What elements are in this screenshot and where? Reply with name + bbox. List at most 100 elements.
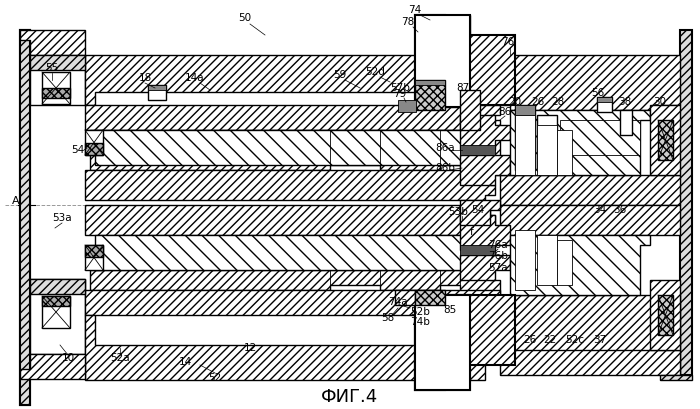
Bar [445,295,515,365]
Text: 59: 59 [333,70,346,80]
Bar [415,80,445,110]
Bar [20,30,30,405]
Polygon shape [500,350,680,375]
Bar [30,279,85,354]
Text: 57b: 57b [390,83,410,93]
Text: 78: 78 [401,17,414,27]
Bar [42,72,70,104]
Polygon shape [90,120,500,175]
Text: 52d: 52d [365,67,385,77]
Bar [415,290,445,305]
Polygon shape [20,30,30,405]
Bar [415,15,445,107]
Polygon shape [95,235,485,270]
Polygon shape [85,290,500,315]
Polygon shape [500,295,680,375]
Bar [557,240,572,285]
Bar [415,295,445,390]
Polygon shape [85,170,495,200]
Bar [515,105,535,115]
Bar [557,130,572,175]
Text: 76a: 76a [488,240,508,250]
Bar [415,80,445,85]
Bar [148,85,166,100]
Text: 52: 52 [209,373,222,383]
Bar [415,15,470,107]
Text: 50: 50 [239,13,251,23]
Polygon shape [500,205,680,235]
Bar [460,90,480,130]
Text: 12: 12 [244,343,257,353]
Bar [148,85,166,90]
Polygon shape [460,200,500,225]
Bar [415,295,470,390]
Bar [597,97,612,112]
Bar [42,296,70,306]
Text: 79: 79 [393,89,407,99]
Bar [658,295,673,335]
Polygon shape [85,55,500,105]
Text: 10: 10 [62,353,75,363]
Text: 37: 37 [594,335,607,345]
Text: 74: 74 [408,5,421,15]
Text: 58: 58 [382,313,395,323]
Text: f: f [470,227,474,237]
Polygon shape [90,270,500,295]
Polygon shape [395,290,415,305]
Polygon shape [460,115,510,150]
Polygon shape [85,105,500,130]
Text: 54: 54 [471,205,484,215]
Bar [537,235,557,285]
Bar [460,145,495,155]
Text: 53b: 53b [448,207,468,217]
Text: 26: 26 [524,335,537,345]
Bar [597,97,612,102]
Bar [515,115,535,175]
Text: 54: 54 [71,145,85,155]
Polygon shape [85,205,495,235]
Polygon shape [500,175,680,205]
Text: 28: 28 [552,97,565,107]
Polygon shape [510,235,650,295]
Polygon shape [460,255,510,280]
Polygon shape [460,155,510,185]
Bar [515,105,535,170]
Polygon shape [20,30,85,55]
Bar [415,295,470,390]
Bar [42,296,70,328]
Text: 52b: 52b [410,307,430,317]
Text: 56: 56 [592,88,605,98]
Polygon shape [85,315,500,380]
Bar [650,105,680,175]
Text: 20: 20 [508,97,522,107]
Polygon shape [510,110,650,175]
Bar [398,100,416,112]
Text: 76b: 76b [488,251,508,261]
Text: 86a: 86a [435,143,455,153]
Text: ФИГ.4: ФИГ.4 [321,388,379,406]
Bar [42,88,70,98]
Text: 87: 87 [456,83,470,93]
Bar [537,125,557,175]
Text: 30: 30 [653,97,666,107]
Text: 86b: 86b [435,163,455,173]
Bar [30,55,85,70]
Text: 57a: 57a [488,263,508,273]
Text: 34: 34 [594,205,607,215]
Bar [658,120,673,160]
Text: 55: 55 [46,63,59,73]
Polygon shape [20,354,85,379]
Bar [680,30,692,375]
Polygon shape [460,215,510,250]
Bar [537,115,557,170]
Text: 22: 22 [543,335,556,345]
Bar [30,55,85,105]
Text: 38: 38 [618,97,631,107]
Bar [85,245,103,257]
Bar [445,35,515,105]
Text: 14: 14 [178,357,192,367]
Text: 52c: 52c [566,335,584,345]
Text: 52a: 52a [110,353,130,363]
Polygon shape [560,120,640,155]
Text: 86: 86 [498,107,512,117]
